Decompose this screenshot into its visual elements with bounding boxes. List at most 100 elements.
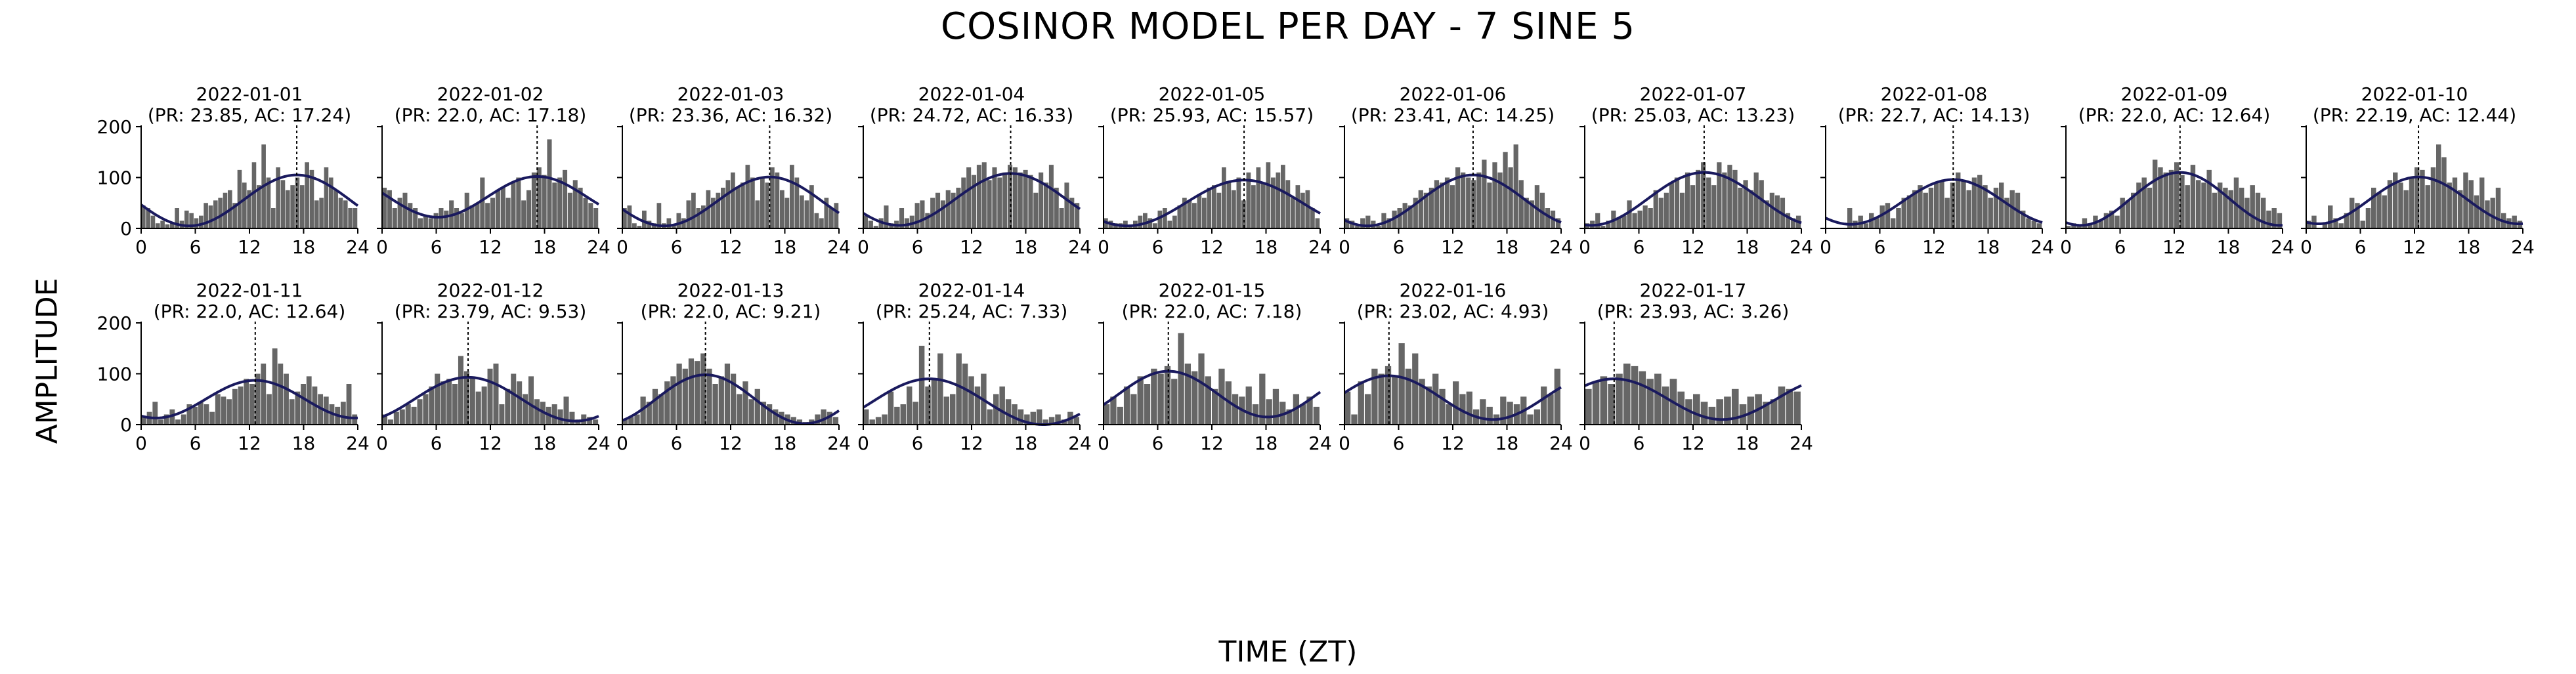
histogram-bar — [1874, 218, 1879, 228]
histogram-bar — [1232, 190, 1236, 229]
panel-2022-01-01: 2022-01-01(PR: 23.85, AC: 17.24) 0 6 12 18 24… — [97, 83, 370, 258]
histogram-bar — [999, 386, 1005, 425]
histogram-bar — [1351, 414, 1358, 425]
histogram-bar — [1934, 182, 1939, 228]
histogram-bar — [755, 200, 760, 229]
histogram-bar — [1163, 208, 1167, 228]
histogram-bar — [899, 208, 905, 228]
histogram-bar — [1748, 190, 1753, 229]
panel-date: 2022-01-03 — [677, 83, 784, 105]
x-tick-label: 24 — [2030, 236, 2054, 258]
histogram-bar — [1793, 391, 1801, 425]
histogram-bar — [672, 226, 676, 229]
histogram-bar — [718, 376, 724, 425]
histogram-bar — [2223, 188, 2228, 228]
histogram-bar — [251, 162, 257, 228]
x-tick-label: 0 — [1579, 236, 1591, 258]
histogram-bar — [1956, 172, 1961, 228]
histogram-bar — [780, 190, 784, 229]
histogram-bar — [1171, 379, 1178, 425]
histogram-bar — [987, 409, 993, 425]
histogram-bar — [569, 411, 575, 425]
x-tick-label: 18 — [292, 432, 316, 454]
histogram-bar — [271, 208, 276, 228]
histogram-bar — [346, 384, 352, 425]
histogram-bar — [1508, 167, 1513, 228]
histogram-bar — [731, 373, 737, 425]
histogram-bar — [832, 417, 839, 425]
panel-2022-01-08: 2022-01-08(PR: 22.7, AC: 14.13) 0 6 12 18 24 — [1820, 83, 2054, 258]
histogram-bar — [1151, 368, 1157, 425]
histogram-bar — [1727, 165, 1732, 229]
histogram-bar — [2109, 210, 2114, 229]
histogram-bar — [1376, 226, 1381, 229]
histogram-bar — [1153, 223, 1157, 228]
histogram-bar — [1407, 205, 1413, 229]
histogram-bar — [2420, 169, 2425, 229]
panel-subtitle: (PR: 24.72, AC: 16.33) — [870, 104, 1073, 126]
histogram-bar — [2185, 185, 2190, 229]
x-tick-label: 6 — [912, 432, 924, 454]
histogram-bar — [1466, 391, 1472, 425]
histogram-bar — [402, 192, 408, 228]
histogram-bar — [1192, 203, 1197, 228]
histogram-bar — [353, 208, 358, 228]
histogram-bar — [146, 208, 150, 228]
histogram-bar — [517, 381, 523, 425]
y-tick-label: 200 — [97, 312, 132, 334]
x-tick-label: 0 — [857, 432, 869, 454]
histogram-bar — [1518, 180, 1524, 229]
histogram-bar — [1059, 208, 1064, 228]
histogram-bar — [1722, 172, 1727, 228]
panel-subtitle: (PR: 23.41, AC: 14.25) — [1351, 104, 1555, 126]
x-tick-label: 6 — [1393, 432, 1405, 454]
histogram-bar — [1896, 208, 1901, 228]
histogram-bar — [244, 379, 249, 425]
histogram-bar — [2393, 172, 2398, 228]
histogram-bar — [1434, 180, 1440, 229]
histogram-bar — [2322, 223, 2328, 228]
histogram-bar — [2125, 200, 2131, 229]
histogram-bar — [1944, 198, 1950, 228]
histogram-bar — [387, 419, 393, 425]
cosinor-fit-line — [862, 172, 1081, 227]
histogram-bar — [536, 167, 542, 228]
histogram-bar — [469, 205, 475, 229]
histogram-bar — [2098, 221, 2103, 229]
histogram-bar — [2398, 182, 2403, 228]
histogram-bar — [1497, 172, 1503, 228]
histogram-bar — [257, 185, 261, 229]
histogram-bar — [1198, 353, 1205, 425]
x-tick-label: 24 — [1068, 432, 1092, 454]
histogram-bar — [1286, 409, 1293, 425]
histogram-bar — [875, 417, 882, 425]
histogram-bar — [1428, 188, 1434, 228]
histogram-bar — [2066, 226, 2071, 229]
histogram-bar — [266, 177, 271, 228]
x-tick-label: 18 — [1736, 432, 1759, 454]
histogram-bar — [1885, 203, 1891, 228]
histogram-bar — [249, 384, 255, 425]
histogram-bar — [563, 396, 569, 425]
histogram-bar — [737, 394, 742, 425]
histogram-bar — [2338, 223, 2344, 228]
x-tick-label: 24 — [346, 432, 370, 454]
histogram-bar — [1245, 386, 1252, 425]
histogram-bar — [931, 379, 937, 425]
x-tick-label: 24 — [827, 432, 851, 454]
histogram-bar — [1075, 203, 1080, 228]
histogram-bar — [152, 402, 158, 425]
histogram-bar — [1585, 389, 1592, 425]
histogram-bar — [2474, 195, 2479, 229]
histogram-bar — [1295, 185, 1300, 229]
histogram-bar — [423, 394, 429, 425]
histogram-bar — [547, 139, 552, 229]
histogram-bar — [981, 162, 987, 228]
histogram-bar — [578, 188, 583, 228]
histogram-bar — [1241, 200, 1246, 229]
x-tick-label: 6 — [2355, 236, 2367, 258]
histogram-bar — [1222, 167, 1226, 228]
histogram-bar — [1616, 218, 1621, 228]
histogram-bar — [951, 192, 956, 228]
histogram-bar — [481, 386, 487, 425]
